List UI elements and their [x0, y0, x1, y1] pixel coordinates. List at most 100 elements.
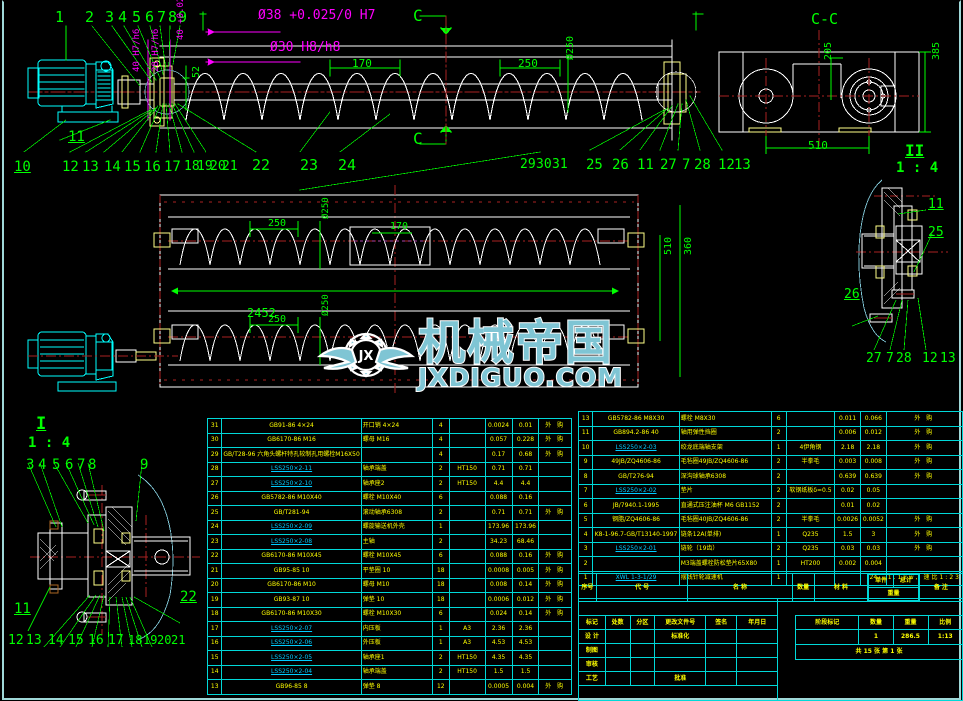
- bom-cell-no: 21: [206, 563, 223, 579]
- table-row: 14 LSS250×2-04 轴承端盖 2 HT150 1.5 1.5: [206, 664, 572, 680]
- bom-cell-qty: 2: [770, 483, 787, 499]
- bom-cell-unit: 4.4: [484, 476, 513, 492]
- bom-cell-unit: 2.18: [834, 440, 861, 456]
- bom-cell-no: 18: [206, 606, 223, 622]
- bom-cell-mat: [785, 411, 836, 427]
- balloon-14: 14: [104, 159, 121, 175]
- bom-cell-mat: Q235: [785, 527, 836, 543]
- bom-cell-no: 31: [206, 418, 223, 434]
- title-role-blank: [629, 657, 656, 672]
- bom-cell-code: LSS250×2-08: [221, 534, 362, 550]
- balloon-8: 8: [168, 8, 178, 26]
- bom-cell-qty: 1: [431, 621, 450, 637]
- bom-cell-qty: 4: [431, 432, 450, 448]
- balloon-5: 5: [132, 8, 142, 26]
- title-role-blank: [604, 643, 631, 658]
- section-mark-c-top: C: [413, 6, 423, 25]
- dim-plan-pitch-bottom: 250: [268, 314, 287, 325]
- bom-cell-qty: 2: [770, 454, 787, 470]
- dim-plan-pitch-top: 250: [268, 218, 287, 229]
- detail-i-balloon-11: 11: [14, 601, 31, 617]
- balloon-29: 29: [520, 157, 536, 172]
- bom-cell-total: 0.14: [511, 606, 540, 622]
- dim-plan-510: 510: [663, 236, 674, 255]
- dim-plan-170: 170: [390, 221, 409, 232]
- bom-cell-code: GB5782-86 M8X30: [592, 411, 680, 427]
- bom-cell-name: 链条12A(单排): [678, 527, 772, 543]
- bom-cell-no: 9: [577, 454, 594, 470]
- title-role-blank: [705, 643, 738, 658]
- bom-cell-rem: [538, 534, 572, 550]
- bom-cell-mat: HT150: [448, 664, 486, 680]
- table-row: 23 LSS250×2-08 主轴 2 34.23 68.46: [206, 534, 572, 550]
- bom-cell-rem: 外 购: [885, 527, 963, 543]
- bom-cell-total: 0.71: [511, 461, 540, 477]
- balloon-6: 6: [145, 8, 155, 26]
- bom-cell-code: LSS250×2-03: [592, 440, 680, 456]
- stage-value-0: [794, 629, 860, 645]
- dim-cc-510: 510: [808, 139, 828, 152]
- bom-cell-total: 1.5: [511, 664, 540, 680]
- detail-i-balloon-13: 13: [26, 633, 42, 648]
- bom-cell-no: 14: [206, 664, 223, 680]
- bom-cell-rem: [538, 519, 572, 535]
- balloon-30: 30: [536, 157, 552, 172]
- bom-cell-mat: [448, 577, 486, 593]
- bom-header-weight-group: 单件 总计 重量: [867, 573, 920, 602]
- detail-ii-balloon-27: 27: [866, 351, 882, 366]
- main-elevation-view: [23, 11, 723, 191]
- detail-i-balloon-16: 16: [88, 633, 104, 648]
- bom-header-row: 序号代 号名 称数量材 料单件 总计 重量备 注: [578, 573, 963, 602]
- balloon-28-right: 28: [694, 157, 711, 173]
- table-row: 27 LSS250×2-10 轴承座2 2 HT150 4.4 4.4: [206, 476, 572, 492]
- bom-cell-name: 开口销 4×24: [360, 418, 433, 434]
- title-role-label: 工艺: [578, 671, 606, 686]
- bom-cell-unit: 0.088: [484, 548, 513, 564]
- bom-cell-rem: 外 购: [885, 512, 963, 528]
- table-row: 8 GB/T276-94 深沟球轴承6308 2 0.639 0.639 外 购: [577, 469, 963, 485]
- bom-cell-code: LSS250×2-02: [592, 483, 680, 499]
- balloon-22: 22: [252, 156, 271, 174]
- bom-cell-qty: 4: [431, 447, 450, 463]
- bom-header-no: 序号: [578, 573, 597, 602]
- bom-header-total: 总计: [893, 574, 919, 588]
- bom-cell-rem: [538, 664, 572, 680]
- bom-cell-code: GB96-85 8: [221, 679, 362, 695]
- bom-cell-mat: [448, 432, 486, 448]
- bom-cell-total: 0.012: [859, 425, 887, 441]
- balloon-12-right: 12: [718, 157, 735, 173]
- bom-cell-qty: 2: [431, 505, 450, 521]
- table-row: 13 GB5782-86 M8X30 螺栓 M8X30 6 0.011 0.066 外 购: [577, 411, 963, 427]
- bom-cell-qty: 2: [770, 425, 787, 441]
- title-role-label: 设 计: [578, 629, 606, 644]
- bom-cell-name: 轴用弹性挡圈: [678, 425, 772, 441]
- bom-cell-rem: 外 购: [538, 447, 572, 463]
- dim-52: 52: [191, 65, 202, 78]
- detail-i-view: [27, 462, 200, 648]
- bom-cell-qty: 6: [431, 606, 450, 622]
- title-block-stage: 阶段标记 数量 重量 比例 1 286.5 1:13 共 15 张 第 1 张: [794, 615, 963, 660]
- bom-cell-unit: 0.0005: [484, 679, 513, 695]
- bom-cell-rem: 外 购: [885, 425, 963, 441]
- bom-cell-name: 轴承座1: [360, 650, 433, 666]
- bom-cell-rem: 外 购: [885, 411, 963, 427]
- bom-cell-name: 螺栓 M10X45: [360, 548, 433, 564]
- bom-cell-code: GB5782-86 M10X40: [221, 490, 362, 506]
- detail-i-balloon-19: 19: [143, 633, 158, 647]
- title-role-row: 审核: [578, 657, 778, 672]
- bom-cell-no: 13: [206, 679, 223, 695]
- bom-cell-rem: 外 购: [538, 432, 572, 448]
- title-role-blank: [736, 629, 778, 644]
- bom-cell-unit: 0.17: [484, 447, 513, 463]
- bom-cell-unit: 0.0026: [834, 512, 861, 528]
- bom-cell-unit: 4.35: [484, 650, 513, 666]
- bom-cell-rem: [538, 635, 572, 651]
- balloon-10: 10: [14, 159, 31, 175]
- bom-cell-rem: 外 购: [538, 592, 572, 608]
- bom-cell-code: GB894.2-86 40: [592, 425, 680, 441]
- bom-cell-qty: 2: [770, 541, 787, 557]
- bom-cell-qty: 6: [431, 548, 450, 564]
- detail-ii-balloon-28: 28: [896, 351, 912, 366]
- title-role-label: 审核: [578, 657, 606, 672]
- title-role-label: 制图: [578, 643, 606, 658]
